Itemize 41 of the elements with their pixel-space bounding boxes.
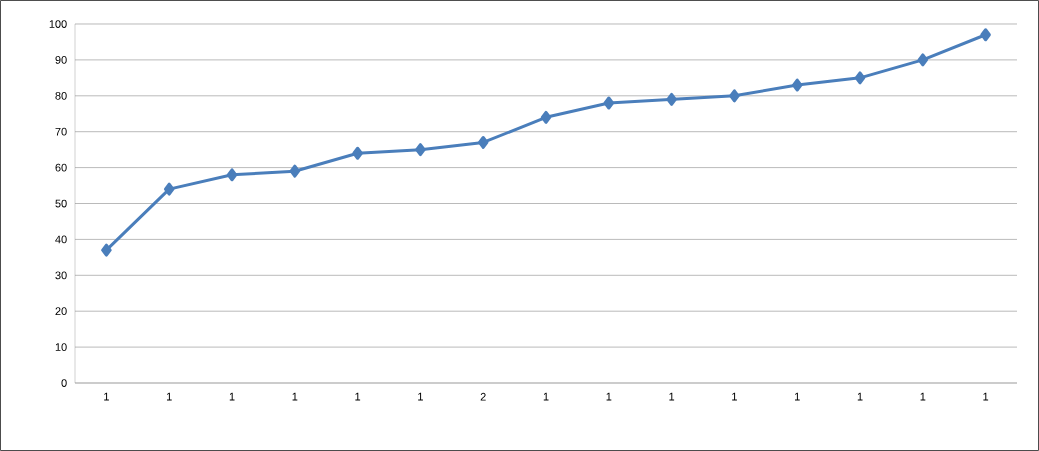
point	[791, 78, 803, 92]
point	[854, 71, 866, 85]
x-tick-label: 1	[983, 392, 989, 401]
point	[666, 92, 677, 106]
y-tick-label: 60	[55, 163, 67, 172]
x-tick-label: 1	[543, 392, 549, 401]
point	[540, 110, 552, 124]
x-tick-label: 1	[606, 392, 612, 401]
point	[477, 135, 489, 149]
x-tick-label: 1	[920, 392, 926, 401]
y-tick-label: 0	[61, 379, 67, 387]
x-tick-label: 1	[104, 392, 109, 401]
point	[917, 53, 929, 67]
point	[980, 28, 991, 42]
x-tick-label: 1	[292, 392, 298, 401]
y-tick-label: 70	[55, 127, 67, 136]
y-tick-label: 40	[55, 235, 67, 244]
y-tick-label: 20	[55, 307, 67, 316]
point	[163, 182, 175, 196]
y-tick-label: 50	[55, 199, 67, 208]
x-tick-label: 1	[794, 392, 800, 401]
point	[352, 146, 363, 160]
point	[729, 89, 740, 103]
y-tick-label: 80	[55, 91, 67, 100]
point	[101, 243, 112, 257]
x-tick-label: 2	[480, 392, 486, 401]
x-tick-label: 1	[418, 392, 423, 401]
x-tick-label: 1	[166, 392, 172, 401]
x-tick-label: 1	[229, 392, 235, 401]
point	[603, 96, 615, 110]
point	[415, 143, 426, 157]
x-tick-label: 1	[669, 392, 675, 401]
x-tick-label: 1	[732, 392, 737, 401]
y-tick-label: 100	[49, 20, 67, 28]
y-tick-label: 10	[55, 343, 67, 351]
point	[226, 168, 238, 182]
y-tick-label: 30	[55, 271, 67, 280]
x-tick-label: 1	[857, 392, 863, 401]
point	[289, 164, 301, 178]
x-tick-label: 1	[355, 392, 361, 401]
y-tick-label: 90	[55, 56, 67, 64]
